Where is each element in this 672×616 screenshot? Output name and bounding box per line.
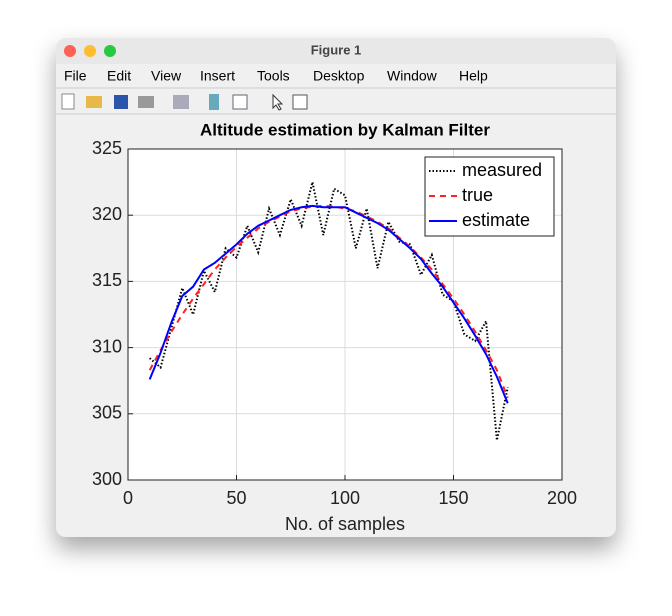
axes-box (127, 148, 563, 481)
x-tick-label: 50 (226, 488, 246, 508)
tool-print[interactable] (138, 96, 154, 108)
y-tick-label: 300 (92, 469, 122, 489)
series-line (148, 204, 509, 404)
menu-item[interactable]: Desktop (313, 68, 365, 84)
x-tick-label: 200 (547, 488, 577, 508)
menu-item[interactable]: File (64, 68, 87, 84)
chart-title: Altitude estimation by Kalman Filter (200, 120, 490, 139)
y-tick-label: 310 (92, 336, 122, 356)
tool-open[interactable] (86, 96, 102, 108)
x-tick-label: 150 (438, 488, 468, 508)
menu-bar: File Edit View Insert Tools Desktop Window Help (64, 68, 488, 84)
legend-label: true (462, 185, 493, 205)
y-tick-label: 305 (92, 403, 122, 423)
tool-new[interactable] (61, 93, 75, 110)
legend-label: measured (462, 160, 542, 180)
tool-colorbar[interactable] (209, 94, 219, 110)
y-tick-label: 320 (92, 204, 122, 224)
x-axis-label: No. of samples (285, 514, 405, 534)
x-tick-label: 100 (330, 488, 360, 508)
y-tick-label: 315 (92, 270, 122, 290)
zoom-button[interactable] (104, 45, 116, 57)
legend: measured true estimate (424, 156, 555, 237)
tool-pointer[interactable] (272, 93, 284, 111)
minimize-button[interactable] (84, 45, 96, 57)
y-tick-label: 325 (92, 138, 122, 158)
menu-item[interactable]: Tools (257, 68, 290, 84)
close-button[interactable] (64, 45, 76, 57)
menu-item[interactable]: Edit (107, 68, 131, 84)
menu-item[interactable]: Help (459, 68, 488, 84)
menu-item[interactable]: Window (387, 68, 438, 84)
tool-legend[interactable] (232, 94, 248, 110)
menu-item[interactable]: Insert (200, 68, 235, 84)
tool-link[interactable] (173, 95, 189, 109)
tool-property[interactable] (292, 94, 308, 110)
tool-save[interactable] (114, 95, 128, 109)
axes: 0 50 100 150 200 300 305 310 315 320 325 measured tr… (92, 138, 577, 508)
legend-label: estimate (462, 210, 530, 230)
window-title: Figure 1 (311, 42, 362, 57)
toolbar (61, 93, 308, 111)
title-bar (56, 38, 616, 64)
menu-item[interactable]: View (151, 68, 182, 84)
series-line (149, 181, 509, 441)
x-tick-label: 0 (123, 488, 133, 508)
